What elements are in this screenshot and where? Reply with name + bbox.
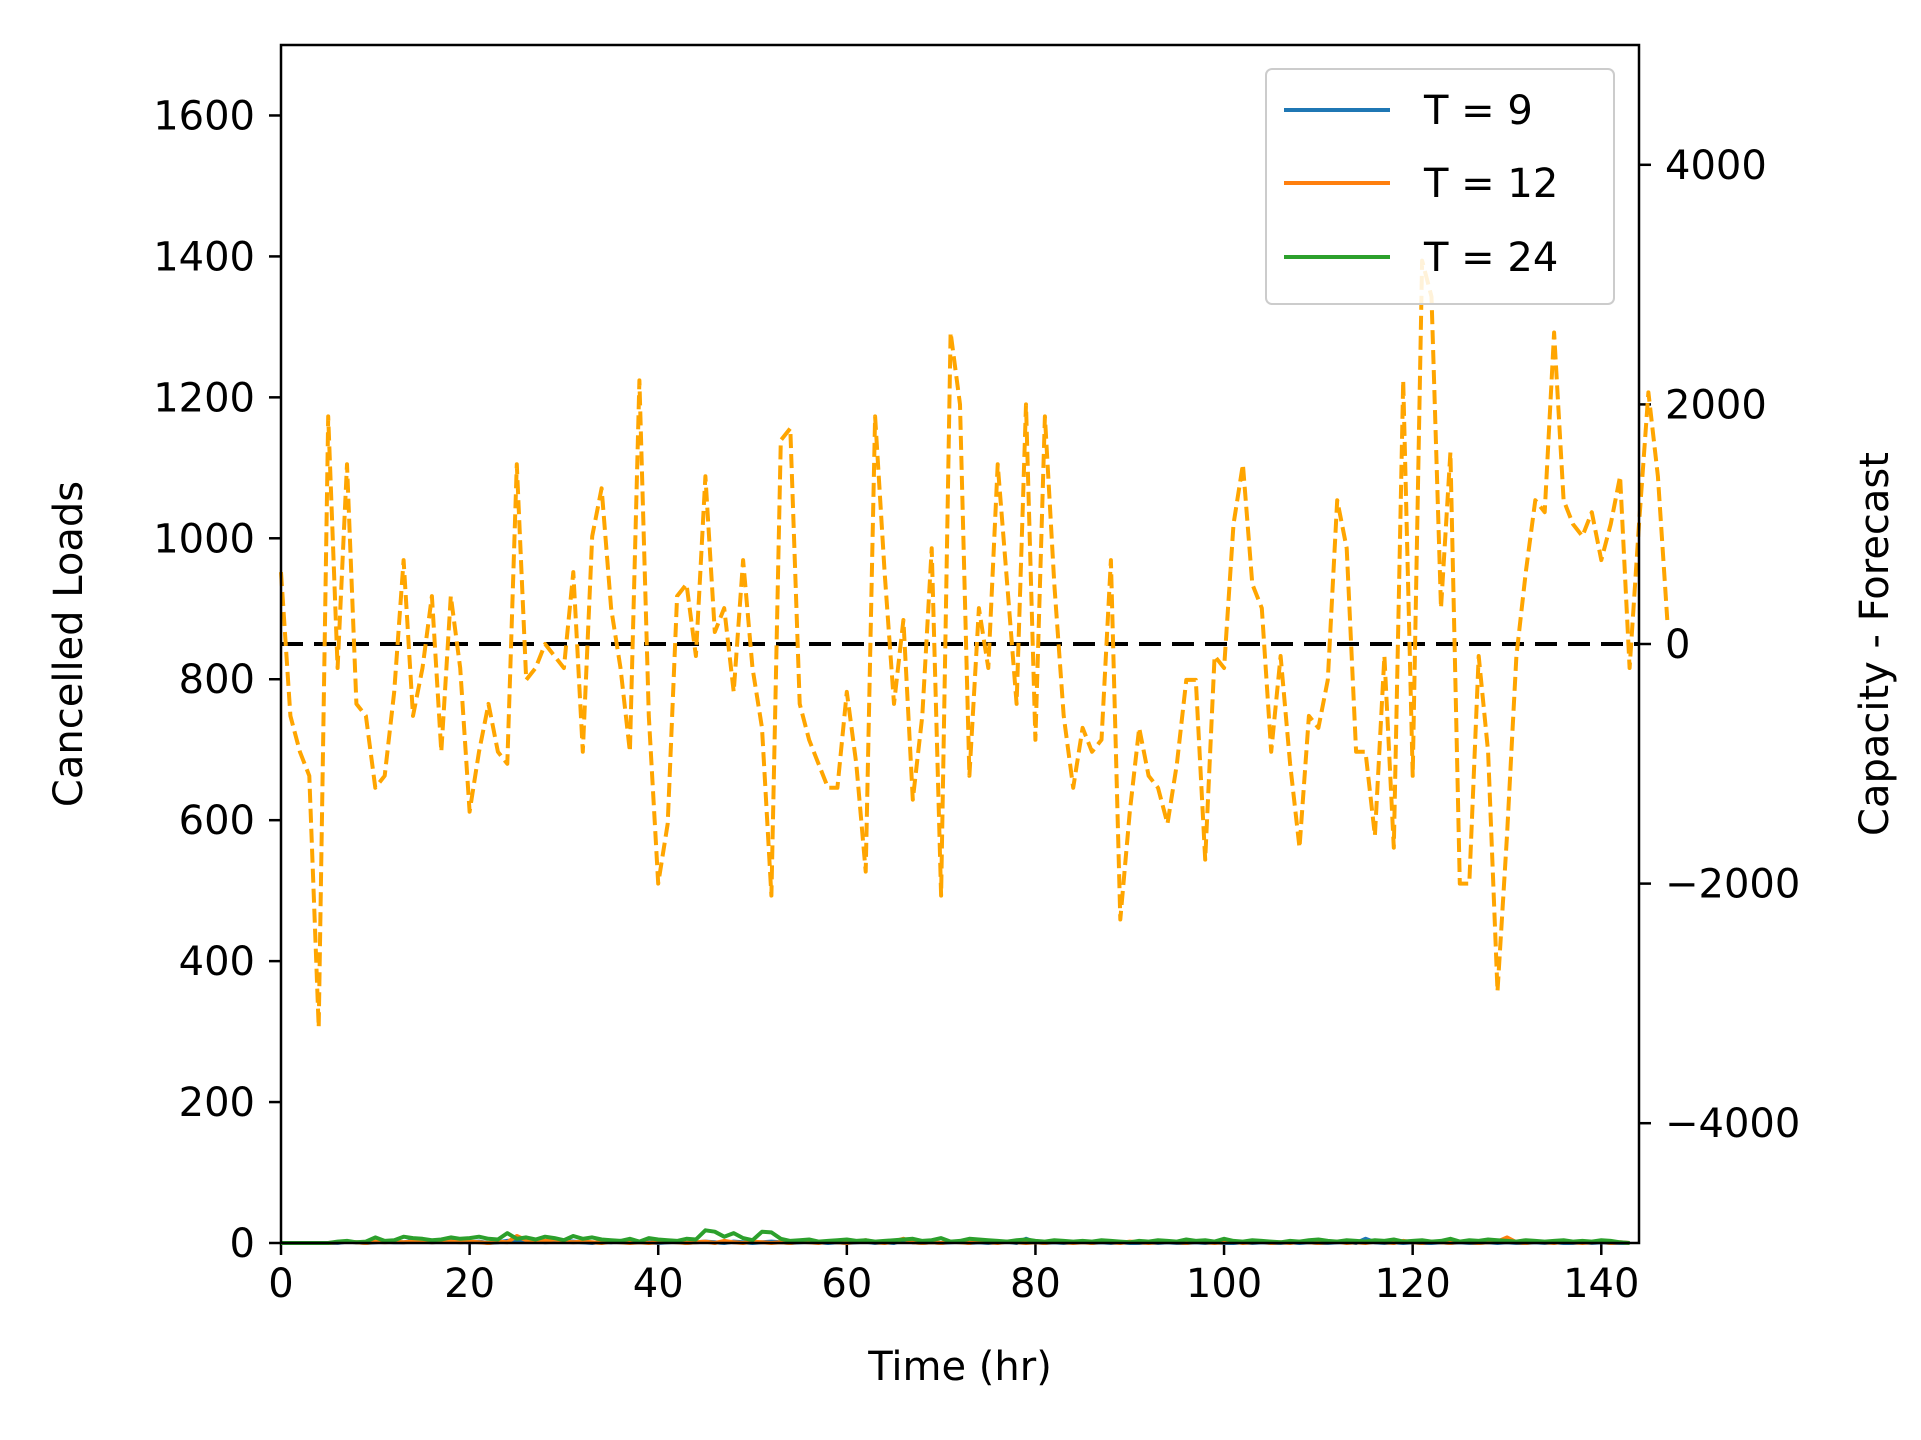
- x-tick-label: 60: [821, 1261, 872, 1307]
- series-line-3: [279, 258, 1670, 1030]
- y-right-tick-label: −2000: [1665, 862, 1800, 908]
- y-right-tick-label: −4000: [1665, 1101, 1800, 1147]
- series-lines: [279, 258, 1670, 1245]
- y-left-axis-label: Cancelled Loads: [46, 481, 92, 807]
- legend-label-t24: T = 24: [1423, 235, 1558, 281]
- x-tick-label: 140: [1563, 1261, 1639, 1307]
- y-right-tick-label: 2000: [1665, 382, 1767, 428]
- legend-label-t9: T = 9: [1423, 88, 1533, 134]
- y-right-ticks: −4000 −2000 0 2000 4000: [1639, 143, 1800, 1147]
- y-left-tick-label: 1400: [153, 234, 255, 280]
- x-tick-label: 0: [268, 1261, 293, 1307]
- legend-box: [1265, 68, 1615, 305]
- x-tick-label: 120: [1374, 1261, 1450, 1307]
- series-line-2: [281, 1228, 1630, 1245]
- y-right-tick-label: 4000: [1665, 143, 1767, 189]
- legend: T = 9 T = 12 T = 24: [1265, 68, 1615, 305]
- legend-label-t12: T = 12: [1423, 161, 1558, 207]
- y-left-tick-label: 800: [179, 657, 255, 703]
- y-left-ticks: 0 200 400 600 800 1000 1200 1400 1600: [153, 93, 281, 1267]
- y-left-tick-label: 400: [179, 939, 255, 985]
- y-left-tick-label: 600: [179, 798, 255, 844]
- x-tick-label: 40: [633, 1261, 684, 1307]
- x-axis-label: Time (hr): [867, 1344, 1052, 1390]
- x-tick-label: 80: [1010, 1261, 1061, 1307]
- y-left-tick-label: 1000: [153, 516, 255, 562]
- y-left-tick-label: 1600: [153, 93, 255, 139]
- y-left-tick-label: 200: [179, 1080, 255, 1126]
- y-right-axis-label: Capacity - Forecast: [1852, 452, 1898, 836]
- y-left-tick-label: 0: [230, 1221, 255, 1267]
- plot-frame: [279, 43, 1641, 1245]
- y-right-tick-label: 0: [1665, 622, 1690, 668]
- x-ticks: 0 20 40 60 80 100 120 140: [268, 1243, 1639, 1307]
- x-tick-label: 20: [444, 1261, 495, 1307]
- y-left-tick-label: 1200: [153, 375, 255, 421]
- x-tick-label: 100: [1186, 1261, 1262, 1307]
